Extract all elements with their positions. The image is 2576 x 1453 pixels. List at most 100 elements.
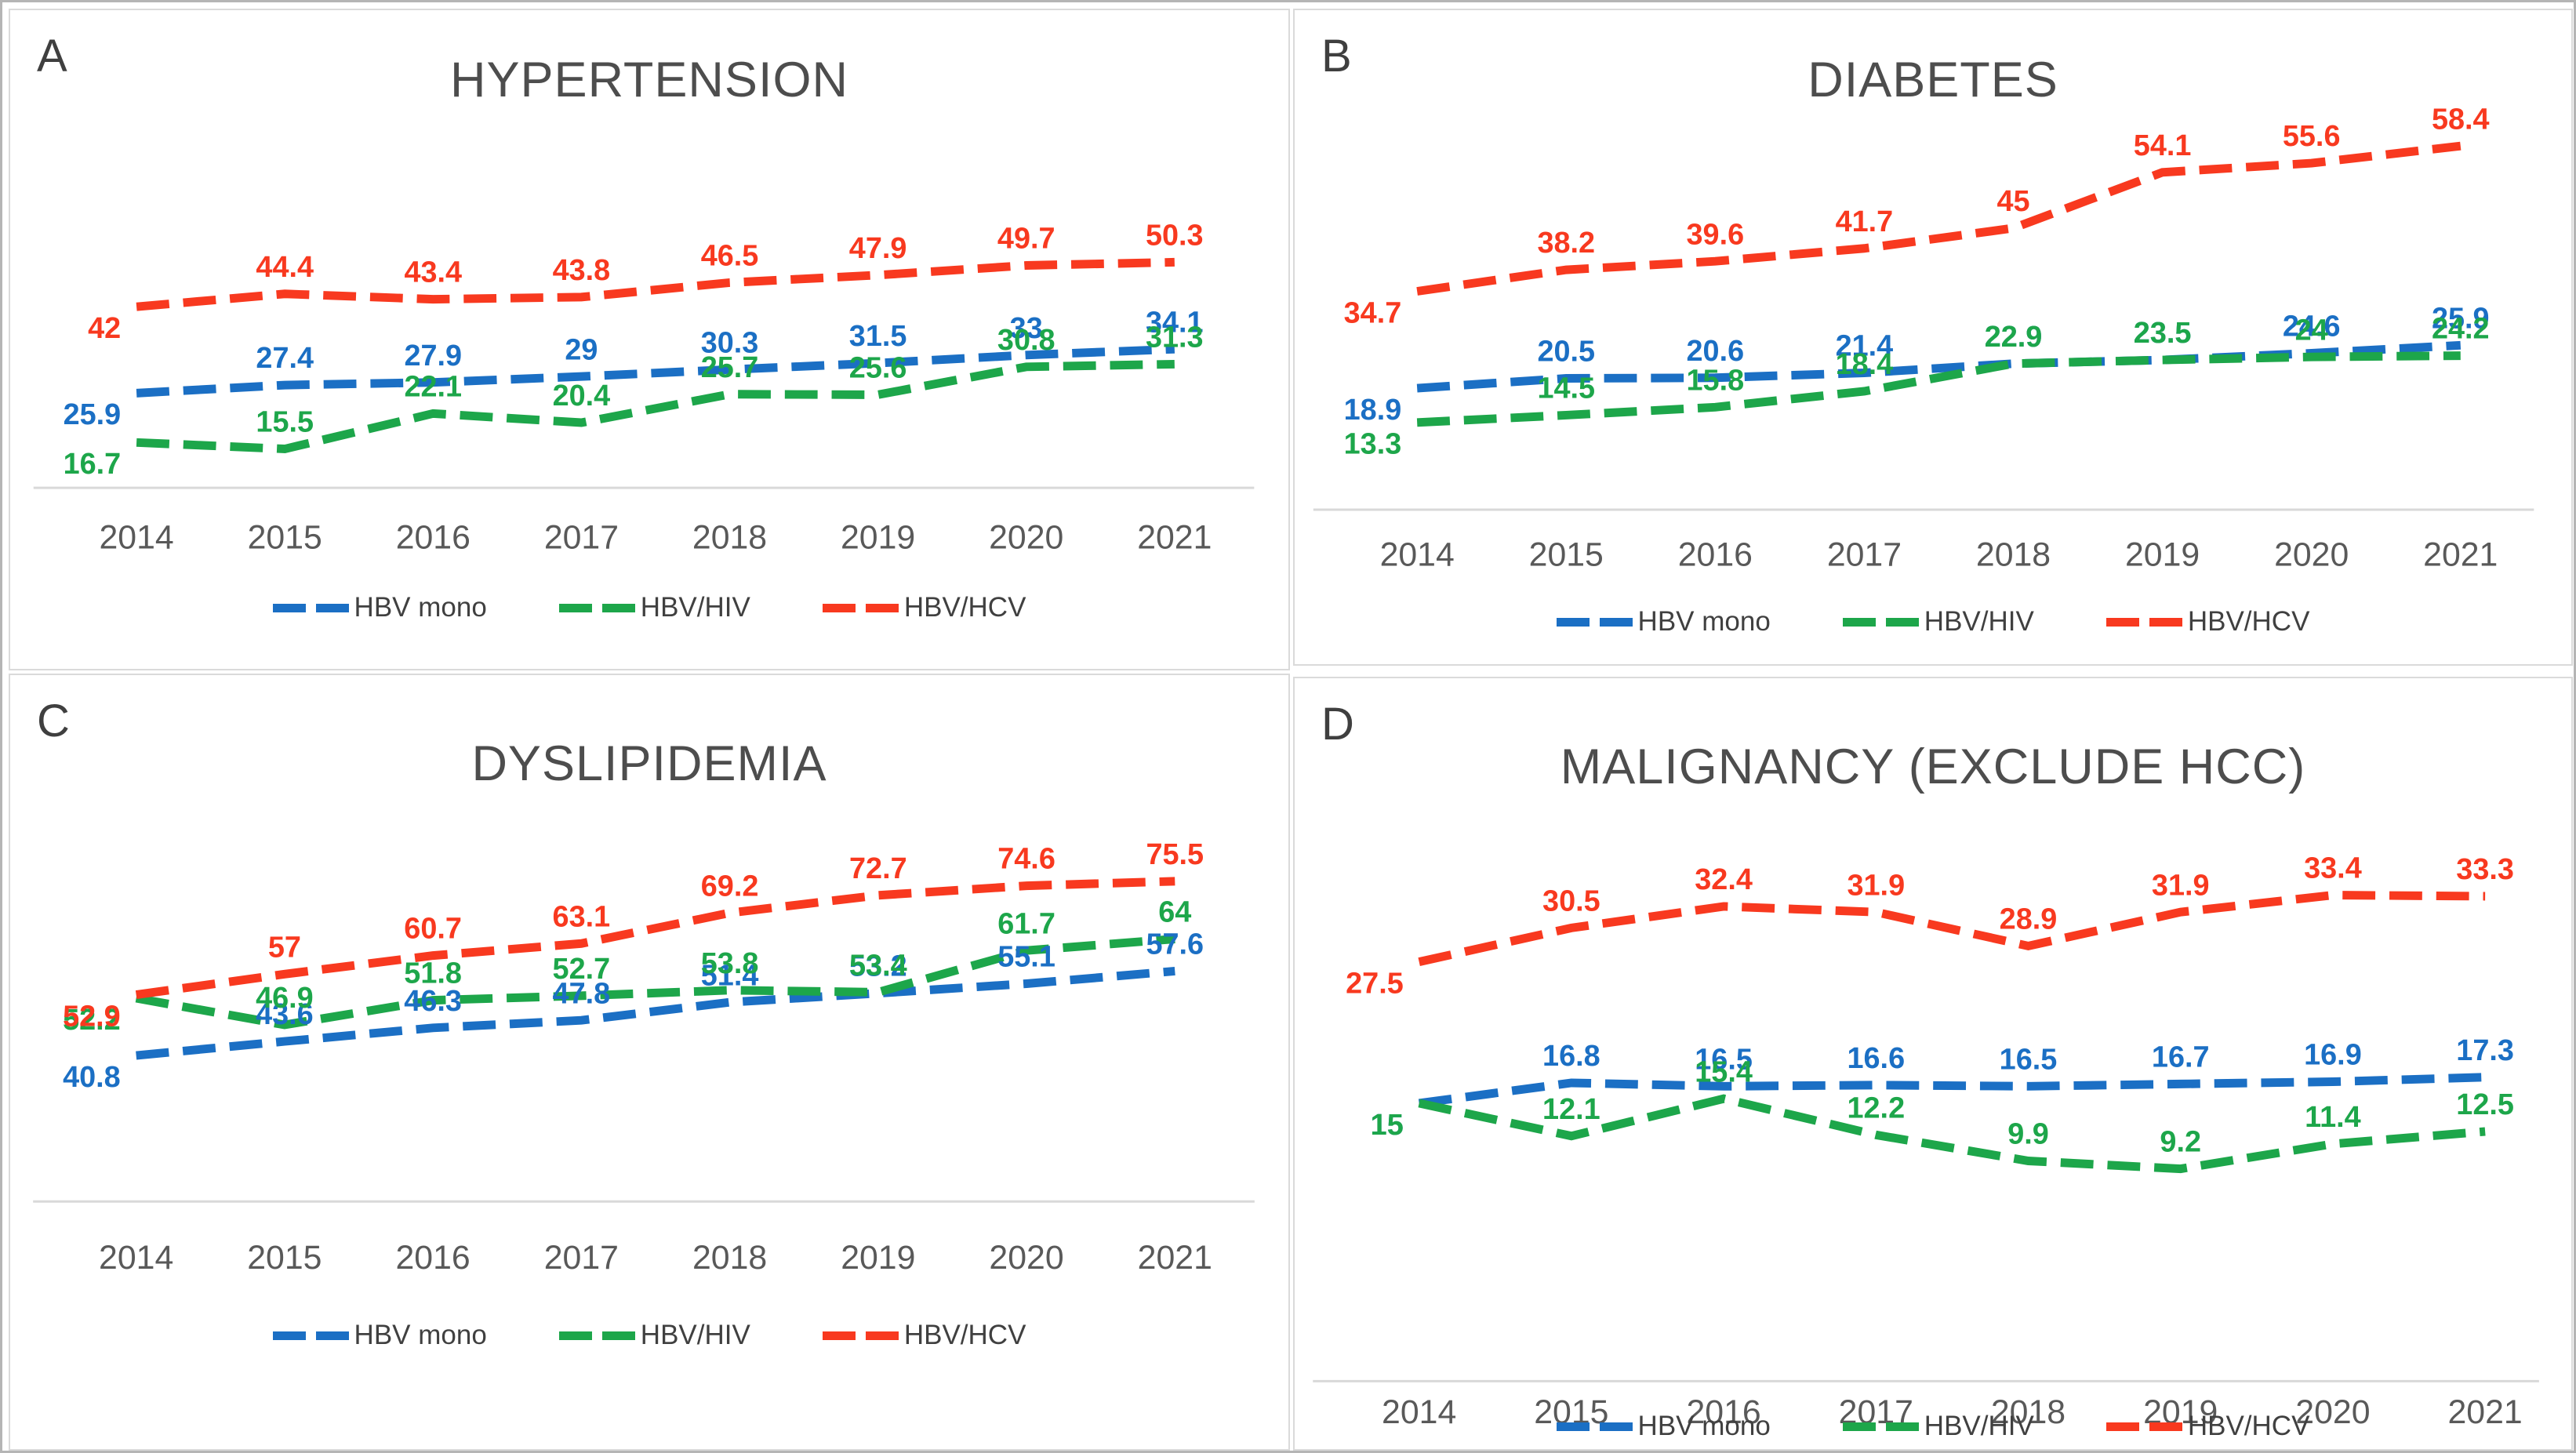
data-label-hbv-mono: 20.5 — [1537, 336, 1595, 369]
chart-legend: HBV mono HBV/HIV HBV/HCV — [10, 1320, 1288, 1351]
x-tick-label: 2021 — [2423, 536, 2498, 574]
data-label-hbv-hcv: 39.6 — [1687, 218, 1745, 251]
data-label-hbv-hcv: 28.9 — [2000, 903, 2058, 936]
data-label-hbv-mono: 17.3 — [2456, 1034, 2514, 1067]
chart-canvas: 2014 2015 2016 2017 2018 2019 2020 2021 25.9 27.4… — [33, 220, 1255, 557]
panel-letter: B — [1321, 31, 1352, 82]
legend-dash-icon — [1599, 617, 1633, 627]
data-label-hbv-hiv: 15.8 — [1687, 364, 1745, 397]
data-label-hbv-mono: 46.3 — [404, 985, 462, 1018]
legend-dash-icon — [315, 1331, 349, 1340]
x-tick-label: 2017 — [544, 519, 619, 557]
data-label-hbv-mono: 22.9 — [1985, 321, 2043, 354]
data-label-hbv-hiv: 15.4 — [1695, 1055, 1753, 1088]
panel-dyslipidemia: C DYSLIPIDEMIA 2014 2015 2016 2017 2018 2019 2… — [9, 674, 1290, 1451]
data-label-hbv-hcv: 33.3 — [2456, 853, 2514, 886]
data-label-hbv-hiv: 25.7 — [701, 351, 759, 384]
data-label-hbv-mono: 15 — [1371, 1109, 1404, 1142]
data-label-hbv-hiv: 53.8 — [701, 947, 759, 980]
x-tick-label: 2017 — [544, 1239, 619, 1277]
data-label-hbv-hcv: 69.2 — [701, 870, 759, 903]
x-tick-label: 2021 — [1138, 1239, 1212, 1277]
legend-dash-icon — [1556, 1422, 1590, 1431]
panel-letter: D — [1321, 699, 1354, 750]
legend-dash-icon — [1842, 1422, 1876, 1431]
legend-item-hbv-hcv: HBV/HCV — [2105, 606, 2309, 638]
data-label-hbv-hiv: 22.9 — [1985, 321, 2043, 354]
panel-letter: C — [37, 696, 70, 746]
x-tick-label: 2021 — [2448, 1393, 2523, 1431]
legend-dash-icon — [2149, 1422, 2182, 1431]
data-label-hbv-mono: 18.9 — [1344, 394, 1402, 427]
data-label-hbv-hcv: 46.5 — [701, 240, 759, 273]
data-label-hbv-mono: 31.5 — [849, 320, 907, 353]
data-label-hbv-hiv: 52.2 — [63, 1004, 121, 1037]
x-tick-label: 2019 — [841, 519, 915, 557]
legend-label: HBV/HCV — [903, 592, 1026, 623]
legend-dash-icon — [272, 603, 306, 612]
data-label-hbv-hiv: 31.3 — [1146, 321, 1204, 354]
data-label-hbv-hcv: 31.9 — [1847, 869, 1905, 902]
legend-dash-icon — [558, 603, 592, 612]
x-tick-label: 2016 — [395, 1239, 470, 1277]
data-label-hbv-hcv: 34.7 — [1344, 296, 1402, 329]
x-tick-label: 2016 — [1678, 536, 1753, 574]
data-label-hbv-hiv: 52.7 — [553, 953, 611, 986]
x-tick-label: 2020 — [989, 519, 1063, 557]
series-line-hbv-hiv — [1416, 351, 2461, 427]
legend-label: HBV/HIV — [1924, 606, 2034, 637]
data-label-hbv-hcv: 44.4 — [256, 251, 314, 284]
data-label-hbv-hcv: 43.4 — [405, 256, 463, 289]
data-label-hbv-mono: 16.9 — [2304, 1039, 2362, 1072]
legend-dash-icon — [865, 603, 899, 612]
data-label-hbv-mono: 16.5 — [2000, 1043, 2058, 1076]
x-tick-label: 2014 — [99, 1239, 173, 1277]
data-label-hbv-hcv: 31.9 — [2152, 869, 2210, 902]
series-line-hbv-hcv — [1418, 891, 2486, 966]
data-label-hbv-hcv: 50.3 — [1146, 220, 1204, 252]
data-label-hbv-hcv: 74.6 — [997, 843, 1055, 876]
data-label-hbv-hcv: 38.2 — [1537, 227, 1595, 260]
panel-letter: A — [37, 31, 67, 82]
data-label-hbv-hcv: 60.7 — [404, 913, 462, 946]
data-label-hbv-hiv: 51.8 — [404, 957, 462, 990]
legend-dash-icon — [1556, 617, 1590, 627]
data-label-hbv-hcv: 47.9 — [849, 232, 907, 265]
data-label-hbv-hiv: 64 — [1158, 896, 1191, 929]
panel-hypertension: A HYPERTENSION 2014 2015 2016 2017 2018 2019 2… — [9, 9, 1290, 670]
data-label-hbv-hiv: 46.9 — [256, 982, 314, 1015]
legend-dash-icon — [2105, 617, 2139, 627]
data-label-hbv-mono: 16.5 — [1695, 1043, 1753, 1076]
legend-dash-icon — [601, 603, 635, 612]
chart-legend: HBV mono HBV/HIV HBV/HCV — [1295, 1411, 2571, 1442]
data-label-hbv-hiv: 15 — [1371, 1109, 1404, 1142]
data-label-hbv-hiv: 9.9 — [2007, 1118, 2049, 1151]
legend-label: HBV mono — [1637, 1411, 1771, 1441]
data-label-hbv-mono: 16.7 — [2152, 1041, 2210, 1074]
data-label-hbv-mono: 24.6 — [2283, 311, 2341, 343]
legend-dash-icon — [2149, 617, 2182, 627]
legend-label: HBV/HIV — [1924, 1411, 2034, 1441]
series-line-hbv-mono — [1418, 1073, 2486, 1108]
data-label-hbv-hcv: 58.4 — [2432, 103, 2490, 136]
x-tick-label: 2018 — [692, 519, 767, 557]
legend-dash-icon — [822, 603, 856, 612]
x-tick-label: 2018 — [1976, 536, 2051, 574]
legend-dash-icon — [2105, 1422, 2139, 1431]
legend-dash-icon — [558, 1331, 592, 1340]
data-label-hbv-hiv: 24.2 — [2432, 313, 2490, 346]
data-label-hbv-hiv: 12.1 — [1542, 1093, 1600, 1126]
x-tick-label: 2019 — [841, 1239, 915, 1277]
data-label-hbv-hcv: 33.4 — [2304, 852, 2362, 885]
data-label-hbv-hcv: 75.5 — [1146, 838, 1204, 871]
panel-diabetes: B DIABETES 2014 2015 2016 2017 2018 2019 2020 2… — [1293, 9, 2573, 666]
legend-item-hbv-hcv: HBV/HCV — [822, 592, 1026, 623]
x-tick-label: 2017 — [1827, 536, 1902, 574]
legend-dash-icon — [272, 1331, 306, 1340]
legend-label: HBV/HIV — [640, 592, 750, 623]
series-line-hbv-mono — [136, 344, 1175, 398]
data-label-hbv-mono: 27.4 — [256, 342, 314, 375]
x-tick-label: 2015 — [247, 1239, 322, 1277]
